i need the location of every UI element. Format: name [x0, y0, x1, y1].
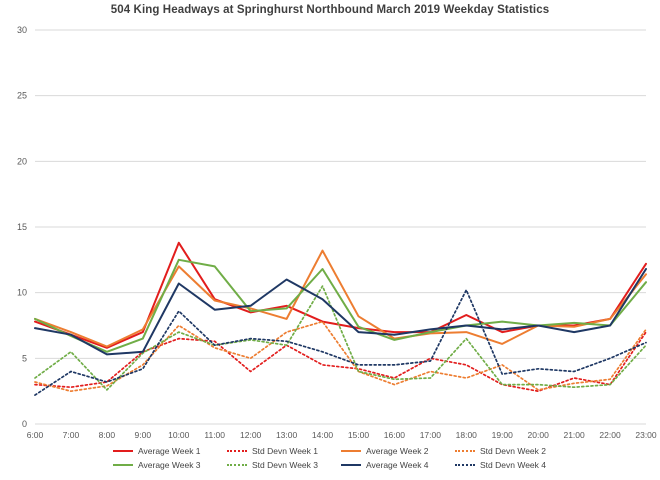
x-tick-label: 6:00 [27, 430, 44, 440]
series-line [34, 241, 647, 349]
legend-label: Average Week 2 [366, 446, 429, 456]
legend-solid-line-icon [113, 464, 133, 466]
legend-item: Std Devn Week 3 [227, 460, 335, 470]
legend-item: Std Devn Week 2 [455, 446, 563, 456]
legend-item: Average Week 4 [341, 460, 449, 470]
legend-dotted-line-icon [455, 450, 475, 452]
legend-label: Std Devn Week 3 [252, 460, 318, 470]
series-line [34, 289, 647, 396]
series-line [34, 320, 647, 393]
x-tick-label: 9:00 [135, 430, 152, 440]
x-tick-label: 12:00 [240, 430, 262, 440]
legend-label: Average Week 3 [138, 460, 201, 470]
y-tick-label: 15 [17, 222, 27, 232]
y-tick-label: 0 [22, 419, 27, 429]
x-tick-label: 7:00 [63, 430, 80, 440]
legend-dotted-line-icon [455, 464, 475, 466]
x-tick-label: 22:00 [599, 430, 621, 440]
y-tick-label: 10 [17, 288, 27, 298]
y-axis-labels: 0 5 10 15 20 25 30 [17, 25, 27, 429]
x-tick-label: 8:00 [99, 430, 116, 440]
x-tick-label: 16:00 [384, 430, 406, 440]
y-tick-label: 30 [17, 25, 27, 35]
x-tick-label: 17:00 [420, 430, 442, 440]
series-line [34, 258, 647, 353]
legend-label: Average Week 1 [138, 446, 201, 456]
legend-dotted-line-icon [227, 450, 247, 452]
legend-solid-line-icon [113, 450, 133, 452]
legend-solid-line-icon [341, 464, 361, 466]
x-tick-label: 10:00 [168, 430, 190, 440]
legend-label: Std Devn Week 2 [480, 446, 546, 456]
x-tick-label: 23:00 [635, 430, 657, 440]
legend-solid-line-icon [341, 450, 361, 452]
legend-label: Average Week 4 [366, 460, 429, 470]
x-tick-label: 20:00 [528, 430, 550, 440]
legend-dotted-line-icon [227, 464, 247, 466]
series-lines [34, 241, 647, 396]
series-line [34, 285, 647, 391]
x-tick-label: 11:00 [204, 430, 225, 440]
x-tick-label: 19:00 [492, 430, 514, 440]
plot-svg: 0 5 10 15 20 25 30 6:00 7:00 8:00 9:00 10:00 11:00 1… [17, 25, 657, 440]
series-line [34, 331, 647, 393]
y-tick-label: 20 [17, 156, 27, 166]
x-tick-label: 18:00 [456, 430, 478, 440]
chart-title: 504 King Headways at Springhurst Northbo… [110, 4, 550, 16]
x-tick-label: 21:00 [563, 430, 585, 440]
legend-label: Std Devn Week 1 [252, 446, 318, 456]
x-tick-label: 15:00 [348, 430, 370, 440]
y-tick-label: 5 [22, 353, 27, 363]
x-tick-label: 13:00 [276, 430, 298, 440]
x-axis-labels: 6:00 7:00 8:00 9:00 10:00 11:00 12:00 13:00 14:0… [27, 430, 657, 440]
legend-item: Std Devn Week 1 [227, 446, 335, 456]
legend-item: Average Week 2 [341, 446, 449, 456]
y-tick-label: 25 [17, 91, 27, 101]
legend-label: Std Devn Week 4 [480, 460, 546, 470]
legend-item: Std Devn Week 4 [455, 460, 563, 470]
legend-item: Average Week 3 [113, 460, 221, 470]
series-line [34, 268, 647, 356]
legend-item: Average Week 1 [113, 446, 221, 456]
chart-legend: Average Week 1 Std Devn Week 1 Average Wee… [110, 444, 570, 472]
x-tick-label: 14:00 [312, 430, 334, 440]
